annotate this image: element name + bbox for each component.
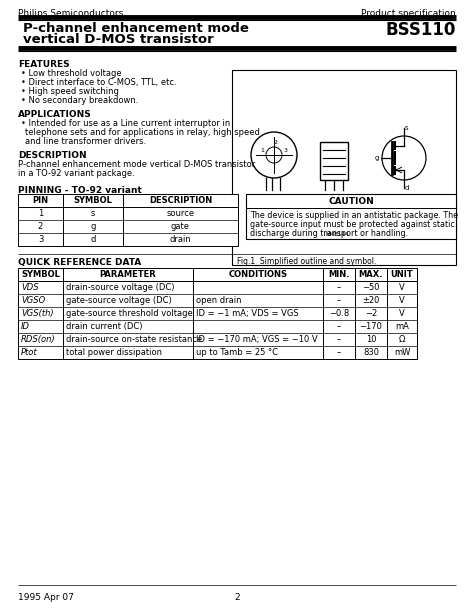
Text: MAX.: MAX. bbox=[359, 270, 383, 279]
Text: RDS(on): RDS(on) bbox=[21, 335, 55, 344]
Text: Ptot: Ptot bbox=[21, 348, 37, 357]
Text: 10: 10 bbox=[366, 335, 376, 344]
Text: −0.8: −0.8 bbox=[329, 309, 349, 318]
Text: g: g bbox=[374, 155, 379, 161]
Text: drain-source on-state resistance: drain-source on-state resistance bbox=[66, 335, 202, 344]
Text: Ω: Ω bbox=[399, 335, 405, 344]
Text: BSS110: BSS110 bbox=[386, 21, 456, 39]
Text: gate-source voltage (DC): gate-source voltage (DC) bbox=[66, 296, 172, 305]
Text: • Intended for use as a Line current interruptor in: • Intended for use as a Line current int… bbox=[21, 119, 230, 128]
Text: −170: −170 bbox=[360, 322, 383, 331]
Text: 2: 2 bbox=[234, 593, 240, 602]
Text: gate-source threshold voltage: gate-source threshold voltage bbox=[66, 309, 193, 318]
Text: and line transformer drivers.: and line transformer drivers. bbox=[25, 137, 146, 146]
Text: P-channel enhancement mode vertical D-MOS transistor: P-channel enhancement mode vertical D-MO… bbox=[18, 160, 255, 169]
Text: Product specification: Product specification bbox=[361, 9, 456, 18]
Text: 830: 830 bbox=[363, 348, 379, 357]
Text: 1: 1 bbox=[38, 209, 43, 218]
Text: gate-source input must be protected against static: gate-source input must be protected agai… bbox=[250, 220, 455, 229]
Text: up to Tamb = 25 °C: up to Tamb = 25 °C bbox=[196, 348, 278, 357]
Text: VGSO: VGSO bbox=[21, 296, 45, 305]
Text: telephone sets and for applications in relay, high speed: telephone sets and for applications in r… bbox=[25, 128, 260, 137]
Text: ±20: ±20 bbox=[362, 296, 380, 305]
Text: • Direct interface to C-MOS, TTL, etc.: • Direct interface to C-MOS, TTL, etc. bbox=[21, 78, 177, 87]
Text: PARAMETER: PARAMETER bbox=[100, 270, 156, 279]
Text: 1: 1 bbox=[260, 148, 264, 153]
Text: open drain: open drain bbox=[196, 296, 241, 305]
Text: P-channel enhancement mode: P-channel enhancement mode bbox=[23, 22, 249, 35]
Text: –: – bbox=[337, 322, 341, 331]
Text: source: source bbox=[166, 209, 194, 218]
Bar bbox=[320, 142, 348, 180]
Text: 1995 Apr 07: 1995 Apr 07 bbox=[18, 593, 74, 602]
Text: The device is supplied in an antistatic package. The: The device is supplied in an antistatic … bbox=[250, 211, 458, 220]
Text: d: d bbox=[91, 235, 96, 244]
Text: –: – bbox=[337, 335, 341, 344]
Text: APPLICATIONS: APPLICATIONS bbox=[18, 110, 92, 119]
Bar bbox=[232, 70, 456, 265]
Text: Fig.1  Simplified outline and symbol.: Fig.1 Simplified outline and symbol. bbox=[237, 257, 376, 266]
Bar bbox=[18, 194, 238, 246]
Text: 2: 2 bbox=[38, 222, 43, 231]
Text: V: V bbox=[399, 283, 405, 292]
Text: Philips Semiconductors: Philips Semiconductors bbox=[18, 9, 123, 18]
Text: ID: ID bbox=[21, 322, 30, 331]
Text: mA: mA bbox=[395, 322, 409, 331]
Text: −50: −50 bbox=[362, 283, 380, 292]
Text: s: s bbox=[405, 125, 409, 131]
Text: CONDITIONS: CONDITIONS bbox=[228, 270, 288, 279]
Bar bbox=[246, 194, 456, 239]
Text: MIN.: MIN. bbox=[328, 270, 350, 279]
Text: drain current (DC): drain current (DC) bbox=[66, 322, 143, 331]
Text: total power dissipation: total power dissipation bbox=[66, 348, 162, 357]
Text: FEATURES: FEATURES bbox=[18, 60, 70, 69]
Text: discharge during transport or handling.: discharge during transport or handling. bbox=[250, 229, 408, 238]
Text: VGS(th): VGS(th) bbox=[21, 309, 54, 318]
Text: • No secondary breakdown.: • No secondary breakdown. bbox=[21, 96, 138, 105]
Text: –: – bbox=[337, 296, 341, 305]
Text: • Low threshold voltage: • Low threshold voltage bbox=[21, 69, 122, 78]
Text: SYMBOL: SYMBOL bbox=[73, 196, 112, 205]
Text: DESCRIPTION: DESCRIPTION bbox=[149, 196, 212, 205]
Text: vertical D-MOS transistor: vertical D-MOS transistor bbox=[23, 33, 214, 46]
Text: • High speed switching: • High speed switching bbox=[21, 87, 119, 96]
Text: 3: 3 bbox=[38, 235, 43, 244]
Text: UNIT: UNIT bbox=[391, 270, 413, 279]
Text: drain: drain bbox=[170, 235, 191, 244]
Text: ID = −1 mA; VDS = VGS: ID = −1 mA; VDS = VGS bbox=[196, 309, 299, 318]
Text: –: – bbox=[337, 348, 341, 357]
Text: SYMBOL: SYMBOL bbox=[21, 270, 60, 279]
Text: MMB144: MMB144 bbox=[325, 232, 349, 237]
Text: g: g bbox=[91, 222, 96, 231]
Text: DESCRIPTION: DESCRIPTION bbox=[18, 151, 87, 160]
Text: PIN: PIN bbox=[32, 196, 48, 205]
Text: drain-source voltage (DC): drain-source voltage (DC) bbox=[66, 283, 174, 292]
Text: QUICK REFERENCE DATA: QUICK REFERENCE DATA bbox=[18, 258, 141, 267]
Text: in a TO-92 variant package.: in a TO-92 variant package. bbox=[18, 169, 135, 178]
Text: 2: 2 bbox=[274, 140, 278, 145]
Text: VDS: VDS bbox=[21, 283, 38, 292]
Text: gate: gate bbox=[171, 222, 190, 231]
Text: ID = −170 mA; VGS = −10 V: ID = −170 mA; VGS = −10 V bbox=[196, 335, 318, 344]
Bar bbox=[18, 268, 417, 359]
Text: V: V bbox=[399, 296, 405, 305]
Text: –: – bbox=[337, 283, 341, 292]
Text: mW: mW bbox=[394, 348, 410, 357]
Text: s: s bbox=[91, 209, 95, 218]
Text: −2: −2 bbox=[365, 309, 377, 318]
Text: CAUTION: CAUTION bbox=[328, 197, 374, 205]
Text: 3: 3 bbox=[284, 148, 288, 153]
Text: V: V bbox=[399, 309, 405, 318]
Text: d: d bbox=[405, 185, 410, 191]
Text: PINNING - TO-92 variant: PINNING - TO-92 variant bbox=[18, 186, 142, 195]
